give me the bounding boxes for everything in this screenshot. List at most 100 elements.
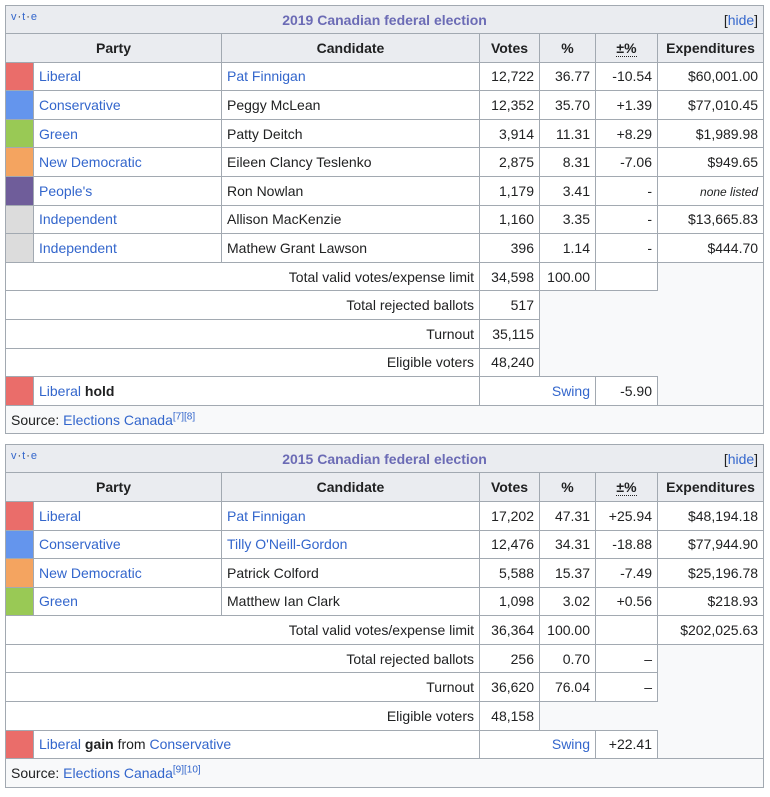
party-link[interactable]: Liberal: [39, 68, 82, 85]
party-cell: Liberal: [33, 61, 222, 92]
candidate-cell: Pat Finnigan: [221, 500, 480, 531]
header-row: Party Candidate Votes% ±% Expenditures: [5, 472, 765, 502]
change-cell: -18.88: [595, 529, 658, 560]
pct-cell: 3.35: [539, 204, 596, 235]
source-label: Source:: [11, 411, 60, 428]
vte-separator: ·: [26, 450, 31, 463]
party-link[interactable]: People's: [39, 182, 93, 199]
candidate-row: Liberal Pat Finnigan 17,202 47.31 +25.94 $48,…: [5, 500, 765, 531]
election-title[interactable]: 2015 Canadian federal election: [282, 451, 487, 468]
candidate-name[interactable]: Tilly O'Neill-Gordon: [227, 536, 348, 553]
header-change: ±%: [595, 33, 658, 63]
vte-link[interactable]: t: [22, 450, 27, 463]
candidate-cell: Pat Finnigan: [221, 61, 480, 92]
eligible-votes: 48,158: [479, 701, 540, 731]
votes-cell: 12,352: [479, 90, 540, 120]
change-cell: -10.54: [595, 61, 658, 92]
party-color-swatch: [5, 500, 34, 531]
candidate-cell: Matthew Ian Clark: [221, 586, 480, 617]
change-cell: -: [595, 204, 658, 235]
result-from-party-link[interactable]: Conservative: [149, 736, 232, 753]
party-link[interactable]: New Democratic: [39, 564, 142, 581]
blank-cell: [656, 672, 764, 702]
party-link[interactable]: New Democratic: [39, 154, 142, 171]
totals-change: [595, 615, 658, 645]
election-box: v·t·e 2019 Canadian federal election [hide…: [4, 5, 765, 435]
result-party-link[interactable]: Liberal: [39, 736, 82, 753]
source-link[interactable]: Elections Canada: [63, 411, 173, 428]
navbox-vte: v·t·e: [11, 11, 38, 23]
expenditures-value: none listed: [700, 184, 759, 199]
swing-link[interactable]: Swing: [551, 736, 590, 753]
expenditures-cell: $77,944.90: [656, 529, 765, 560]
eligible-row: Eligible voters 48,158: [5, 701, 764, 731]
candidate-name: Ron Nowlan: [227, 182, 304, 199]
candidate-cell: Patrick Colford: [221, 558, 480, 588]
party-link[interactable]: Conservative: [39, 536, 121, 553]
candidate-name[interactable]: Pat Finnigan: [227, 68, 306, 85]
result-cell: Liberal gain from Conservative: [33, 729, 480, 760]
votes-cell: 17,202: [479, 500, 540, 531]
source-refs[interactable]: [7][8]: [172, 410, 196, 422]
source-refs[interactable]: [9][10]: [172, 764, 201, 776]
turnout-label: Turnout: [5, 672, 480, 703]
party-link[interactable]: Green: [39, 125, 78, 142]
party-link[interactable]: Liberal: [39, 507, 82, 524]
expenditures-cell: $1,989.98: [656, 118, 765, 149]
result-verb: hold: [84, 382, 115, 399]
votes-cell: 396: [479, 233, 540, 263]
expenditures-cell: $25,196.78: [656, 558, 765, 588]
vte-link[interactable]: v: [11, 11, 18, 23]
vte-separator: ·: [26, 11, 31, 23]
party-color-swatch: [5, 90, 34, 120]
blank-cell: [656, 376, 764, 406]
party-link[interactable]: Green: [39, 593, 78, 610]
vte-link[interactable]: e: [30, 11, 39, 23]
swing-label-cell: Swing: [479, 729, 596, 760]
rejected-votes: 256: [479, 643, 540, 674]
party-color-swatch: [5, 204, 34, 235]
party-link[interactable]: Independent: [39, 211, 117, 228]
change-cell: +1.39: [595, 90, 658, 120]
vte-link[interactable]: t: [22, 11, 27, 23]
totals-pct: 100.00: [539, 615, 596, 645]
totals-row: Total valid votes/expense limit 36,364 100…: [5, 615, 765, 645]
votes-cell: 12,722: [479, 61, 540, 92]
swing-link[interactable]: Swing: [551, 382, 590, 399]
party-color-swatch: [5, 233, 34, 263]
candidate-row: People's Ron Nowlan 1,179 3.41- none listed: [5, 175, 765, 206]
party-cell: Conservative: [33, 529, 222, 560]
eligible-votes: 48,240: [479, 347, 540, 378]
vte-link[interactable]: v: [11, 450, 18, 463]
hide-link[interactable]: hide: [727, 451, 755, 468]
hide-link[interactable]: hide: [727, 12, 755, 28]
result-party-link[interactable]: Liberal: [39, 382, 82, 399]
expenditures-cell: $48,194.18: [656, 500, 765, 531]
candidate-row: Green Patty Deitch 3,914 11.31 +8.29 $1,989.9…: [5, 118, 765, 149]
election-title[interactable]: 2019 Canadian federal election: [282, 12, 487, 28]
candidate-cell: Tilly O'Neill-Gordon: [221, 529, 480, 560]
pct-cell: 3.41: [539, 175, 596, 206]
pct-cell: 3.02: [539, 586, 596, 617]
vte-separator: ·: [17, 450, 23, 463]
candidate-cell: Peggy McLean: [221, 90, 480, 120]
candidate-row: Conservative Peggy McLean 12,352 35.70 +1.39…: [5, 90, 765, 120]
candidate-row: Liberal Pat Finnigan 12,722 36.77 -10.54 $60,…: [5, 61, 765, 92]
source-link[interactable]: Elections Canada: [63, 765, 173, 782]
hide-toggle[interactable]: [hide]: [723, 12, 759, 28]
election-box: v·t·e 2015 Canadian federal election [hide…: [4, 444, 765, 788]
result-row: Liberal hold Swing -5.90: [5, 376, 764, 406]
party-link[interactable]: Independent: [39, 239, 117, 256]
header-pct: %: [539, 33, 596, 63]
vte-link[interactable]: e: [30, 450, 39, 463]
party-link[interactable]: Conservative: [39, 96, 121, 113]
header-change: ±%: [595, 472, 658, 502]
candidate-name[interactable]: Pat Finnigan: [227, 507, 306, 524]
hide-toggle[interactable]: [hide]: [723, 451, 759, 468]
header-candidate: Candidate: [221, 472, 480, 502]
party-cell: Independent: [33, 204, 222, 235]
change-cell: +25.94: [595, 500, 658, 531]
totals-label: Total valid votes/expense limit: [5, 261, 480, 292]
party-color-swatch: [5, 529, 34, 560]
